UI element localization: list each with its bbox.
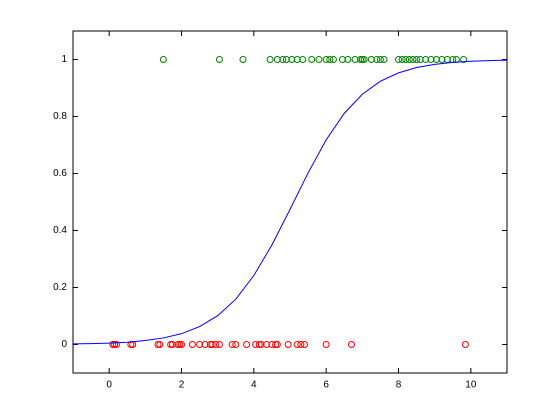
data-point — [360, 56, 368, 63]
data-point — [167, 341, 175, 348]
data-point — [111, 341, 119, 348]
data-point — [357, 56, 365, 63]
data-point — [206, 341, 214, 348]
x-tick-label: 2 — [179, 380, 185, 391]
data-point — [272, 341, 280, 348]
data-point — [422, 56, 430, 63]
data-point — [188, 341, 196, 348]
data-point — [252, 341, 260, 348]
x-tick-label: 6 — [323, 380, 329, 391]
data-point — [232, 341, 240, 348]
data-point — [427, 56, 435, 63]
x-tick-label: 10 — [465, 380, 477, 391]
data-point — [380, 56, 388, 63]
data-point — [273, 56, 281, 63]
data-point — [308, 56, 316, 63]
x-tick-label: 8 — [396, 380, 402, 391]
data-point — [268, 341, 276, 348]
data-point — [293, 341, 301, 348]
data-point — [215, 341, 223, 348]
y-tick-label: 0.8 — [53, 111, 67, 122]
data-point — [460, 56, 468, 63]
data-point — [413, 56, 421, 63]
data-point — [168, 341, 176, 348]
y-tick-label: 0 — [61, 339, 67, 350]
data-point — [178, 341, 185, 348]
plot-frame — [72, 30, 508, 374]
data-point — [112, 341, 120, 348]
data-point — [109, 341, 117, 348]
data-point — [376, 56, 384, 63]
data-point — [266, 56, 274, 63]
data-point — [402, 56, 410, 63]
data-point — [405, 56, 413, 63]
data-point — [322, 341, 330, 348]
data-point — [409, 56, 417, 63]
data-point — [239, 56, 247, 63]
data-point — [367, 56, 375, 63]
data-point — [351, 56, 359, 63]
y-tick-label: 0.2 — [53, 282, 67, 293]
data-point — [338, 56, 346, 63]
data-point — [262, 341, 270, 348]
data-point — [315, 56, 323, 63]
y-tick-label: 1 — [61, 54, 67, 65]
data-point — [208, 341, 216, 348]
y-tick-label: 0.4 — [53, 225, 67, 236]
data-point — [297, 341, 305, 348]
data-point — [398, 56, 406, 63]
x-tick-label: 0 — [106, 380, 112, 391]
data-point — [201, 341, 209, 348]
data-point — [154, 341, 162, 348]
data-point — [255, 341, 263, 348]
data-point — [322, 56, 330, 63]
data-point — [215, 56, 223, 63]
data-point — [300, 341, 308, 348]
data-point — [347, 341, 355, 348]
data-point — [174, 341, 182, 348]
data-point — [432, 56, 440, 63]
data-point — [176, 341, 184, 348]
data-point — [293, 56, 301, 63]
data-point — [243, 341, 251, 348]
data-point — [373, 56, 381, 63]
data-point — [228, 341, 236, 348]
data-point — [329, 56, 337, 63]
x-tick-label: 4 — [251, 380, 257, 391]
data-point — [284, 341, 292, 348]
data-point — [461, 341, 469, 348]
data-point — [257, 341, 265, 348]
data-point — [358, 56, 366, 63]
data-point — [273, 341, 281, 348]
data-point — [326, 56, 334, 63]
data-point — [438, 56, 446, 63]
fit-curve — [72, 59, 508, 345]
y-tick-label: 0.6 — [53, 168, 67, 179]
data-point — [279, 56, 287, 63]
data-point — [159, 56, 167, 63]
data-point — [395, 56, 402, 63]
data-point — [344, 56, 352, 63]
data-point — [212, 341, 220, 348]
data-point — [196, 341, 204, 348]
data-point — [288, 56, 296, 63]
data-point — [416, 56, 424, 63]
data-point — [282, 56, 290, 63]
data-point — [299, 56, 307, 63]
data-point — [156, 341, 164, 348]
